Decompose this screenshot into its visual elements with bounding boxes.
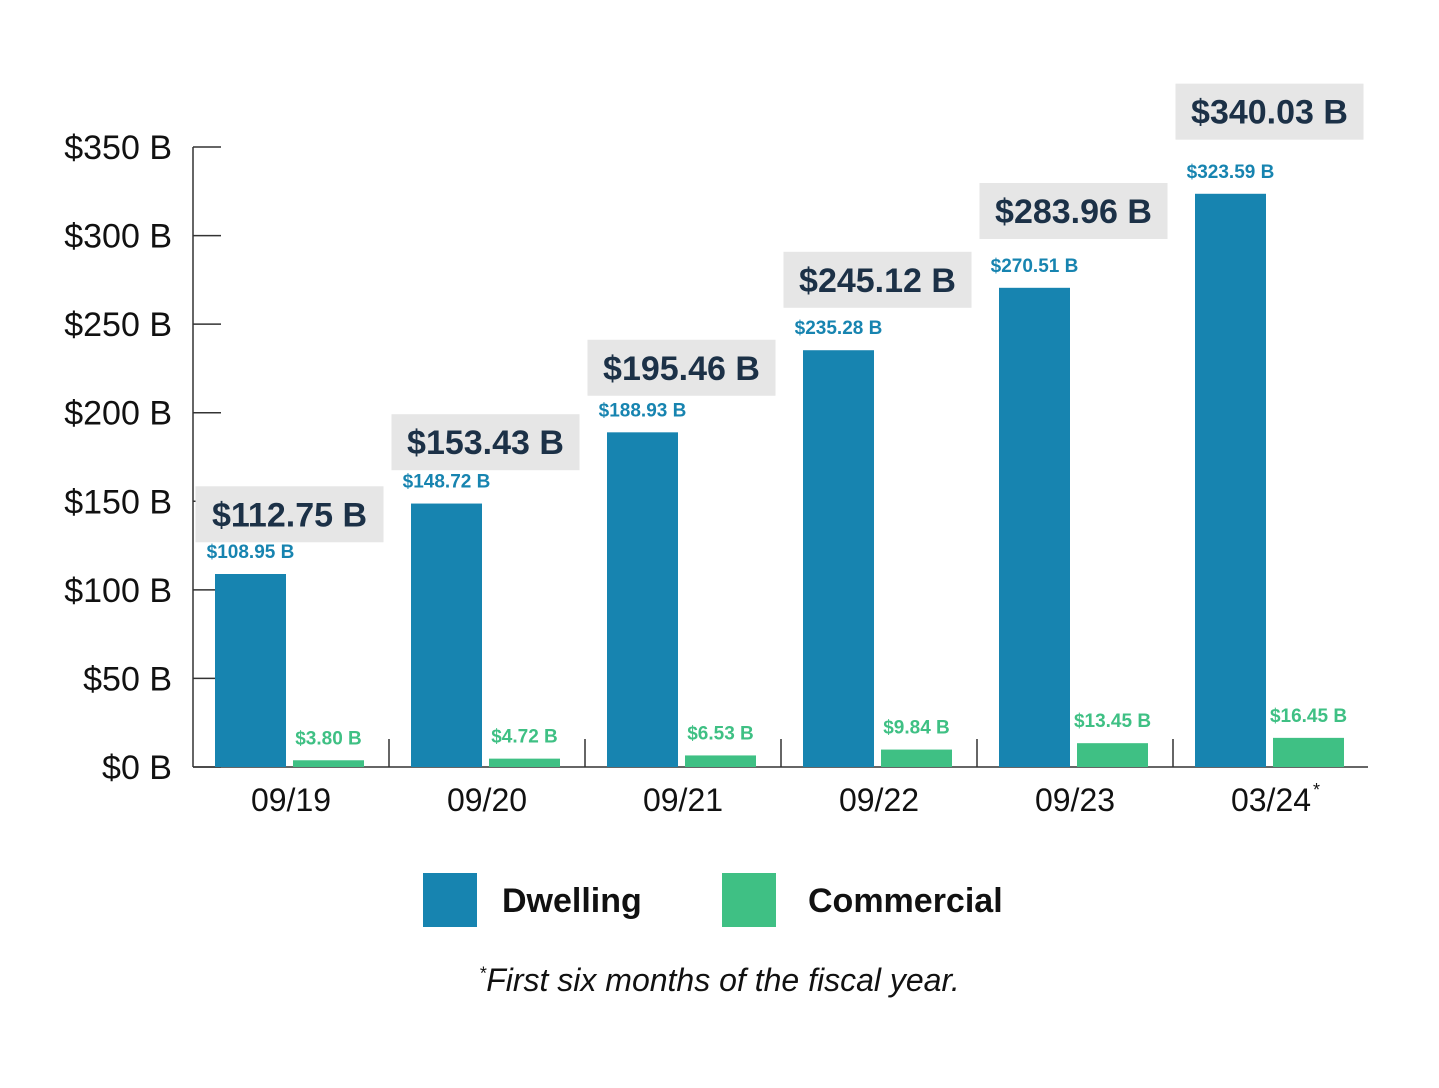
bar-dwelling bbox=[803, 350, 874, 767]
bar-dwelling bbox=[215, 574, 286, 767]
bar-commercial bbox=[881, 749, 952, 767]
data-label-dwelling: $323.59 B bbox=[1187, 162, 1275, 183]
legend-label-dwelling: Dwelling bbox=[502, 882, 642, 920]
total-label: $112.75 B bbox=[212, 496, 367, 534]
y-tick-label: $250 B bbox=[64, 306, 172, 344]
y-tick-label: $150 B bbox=[64, 483, 172, 521]
data-label-dwelling: $108.95 B bbox=[207, 542, 295, 563]
y-tick-label: $50 B bbox=[83, 660, 172, 698]
y-tick-label: $300 B bbox=[64, 218, 172, 256]
x-tick-label: 03/24 bbox=[1231, 782, 1311, 818]
x-tick-label: 09/23 bbox=[1035, 782, 1115, 818]
total-label: $340.03 B bbox=[1191, 94, 1348, 132]
total-label-box bbox=[391, 414, 580, 471]
bar-dwelling bbox=[999, 287, 1070, 767]
bar-dwelling bbox=[1195, 193, 1266, 767]
bar-commercial bbox=[293, 760, 364, 767]
data-label-commercial: $3.80 B bbox=[295, 728, 362, 749]
footnote: *First six months of the fiscal year. bbox=[0, 962, 1439, 999]
y-tick-label: $200 B bbox=[64, 395, 172, 433]
total-label-box bbox=[979, 182, 1168, 239]
legend-swatch-commercial bbox=[722, 873, 776, 927]
total-label-box bbox=[783, 251, 972, 308]
bar-dwelling bbox=[607, 432, 678, 767]
data-label-commercial: $13.45 B bbox=[1074, 711, 1151, 732]
legend-swatch-dwelling bbox=[423, 873, 477, 927]
x-tick-label: 09/20 bbox=[447, 782, 527, 818]
total-label: $283.96 B bbox=[995, 193, 1152, 231]
total-label-box bbox=[1175, 83, 1364, 140]
legend-label-commercial: Commercial bbox=[808, 882, 1003, 920]
data-label-commercial: $4.72 B bbox=[491, 727, 558, 748]
x-tick-label: 09/21 bbox=[643, 782, 723, 818]
data-label-dwelling: $235.28 B bbox=[795, 318, 883, 339]
x-tick-label: 09/22 bbox=[839, 782, 919, 818]
bar-commercial bbox=[685, 755, 756, 767]
total-label: $245.12 B bbox=[799, 262, 956, 300]
bar-commercial bbox=[1077, 743, 1148, 767]
total-label-box bbox=[587, 339, 776, 396]
data-label-dwelling: $148.72 B bbox=[403, 472, 491, 493]
total-label: $195.46 B bbox=[603, 350, 760, 388]
footnote-marker: * bbox=[479, 963, 487, 984]
total-label-box bbox=[195, 486, 384, 543]
y-tick-label: $100 B bbox=[64, 572, 172, 610]
data-label-commercial: $6.53 B bbox=[687, 723, 754, 744]
data-label-commercial: $9.84 B bbox=[883, 718, 950, 739]
y-tick-label: $0 B bbox=[102, 749, 172, 787]
bar-dwelling bbox=[411, 503, 482, 767]
total-label: $153.43 B bbox=[407, 424, 564, 462]
y-tick-label: $350 B bbox=[64, 129, 172, 167]
x-tick-label: 09/19 bbox=[251, 782, 331, 818]
data-label-dwelling: $188.93 B bbox=[599, 400, 687, 421]
x-tick-marker: * bbox=[1313, 780, 1320, 800]
data-label-dwelling: $270.51 B bbox=[991, 256, 1079, 277]
bar-commercial bbox=[1273, 737, 1344, 767]
data-label-commercial: $16.45 B bbox=[1270, 706, 1347, 727]
footnote-text: First six months of the fiscal year. bbox=[486, 962, 960, 998]
bar-commercial bbox=[489, 758, 560, 767]
